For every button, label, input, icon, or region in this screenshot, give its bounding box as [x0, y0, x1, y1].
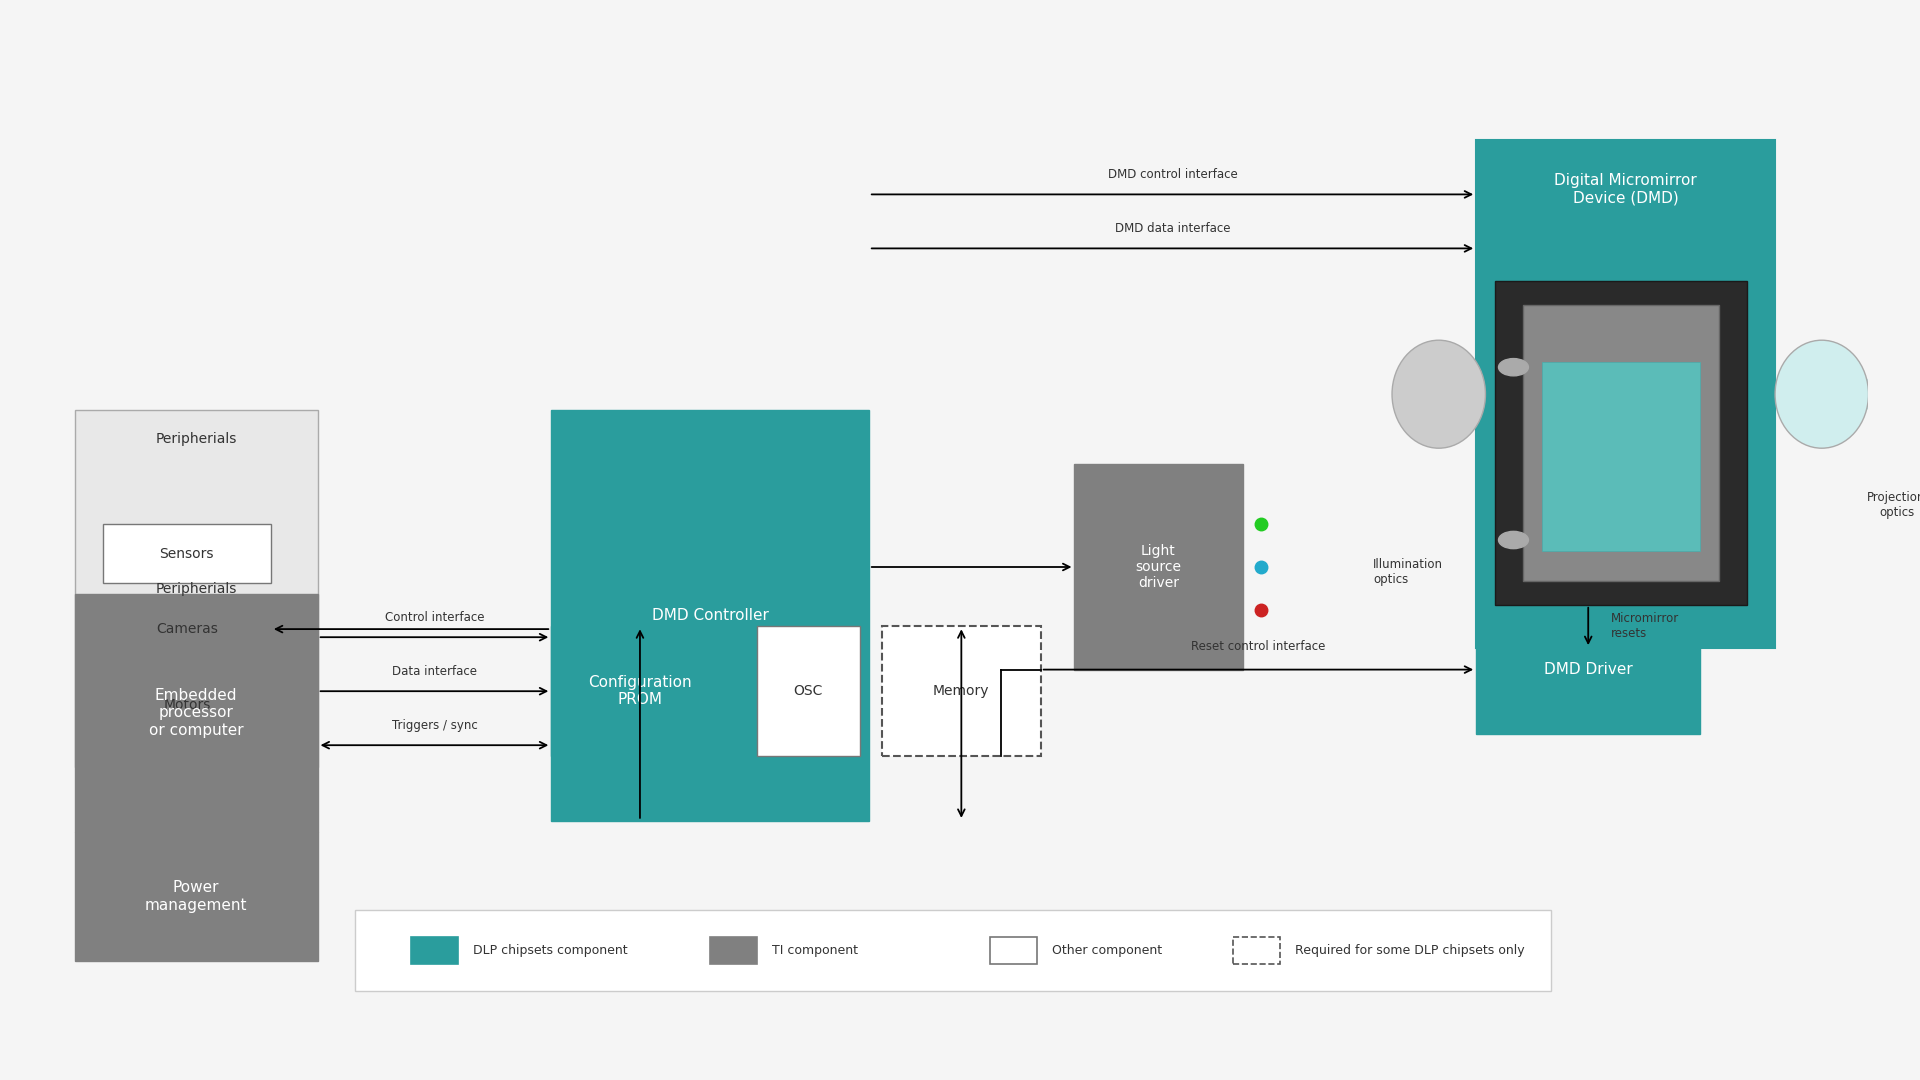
- FancyBboxPatch shape: [75, 832, 317, 961]
- FancyBboxPatch shape: [75, 594, 317, 832]
- Circle shape: [1498, 531, 1528, 549]
- FancyBboxPatch shape: [1496, 281, 1747, 605]
- Text: DMD Driver: DMD Driver: [1544, 662, 1632, 677]
- Text: Peripherials: Peripherials: [156, 582, 236, 595]
- Text: Embedded
processor
or computer: Embedded processor or computer: [150, 688, 244, 738]
- FancyBboxPatch shape: [1523, 305, 1718, 581]
- FancyBboxPatch shape: [355, 909, 1551, 991]
- FancyBboxPatch shape: [75, 410, 317, 767]
- FancyBboxPatch shape: [991, 936, 1037, 963]
- FancyBboxPatch shape: [1542, 362, 1701, 551]
- Text: Triggers / sync: Triggers / sync: [392, 719, 478, 732]
- Text: Micromirror
resets: Micromirror resets: [1611, 612, 1678, 640]
- Text: Light
source
driver: Light source driver: [1135, 544, 1181, 590]
- Text: DMD data interface: DMD data interface: [1116, 222, 1231, 235]
- Text: Motors: Motors: [163, 698, 211, 712]
- Text: Other component: Other component: [1052, 944, 1162, 957]
- FancyBboxPatch shape: [881, 626, 1041, 756]
- FancyBboxPatch shape: [104, 599, 271, 659]
- Text: Cameras: Cameras: [156, 622, 217, 636]
- Text: OSC: OSC: [793, 685, 824, 698]
- Text: Projection
optics: Projection optics: [1868, 491, 1920, 519]
- Ellipse shape: [1392, 340, 1486, 448]
- Text: Control interface: Control interface: [384, 611, 484, 624]
- FancyBboxPatch shape: [551, 626, 730, 756]
- Polygon shape: [1849, 319, 1920, 470]
- FancyBboxPatch shape: [104, 675, 271, 734]
- FancyBboxPatch shape: [1476, 605, 1701, 734]
- Circle shape: [1498, 359, 1528, 376]
- FancyBboxPatch shape: [710, 936, 756, 963]
- Text: Required for some DLP chipsets only: Required for some DLP chipsets only: [1294, 944, 1524, 957]
- Ellipse shape: [1776, 340, 1868, 448]
- Text: DMD Controller: DMD Controller: [651, 608, 768, 623]
- Text: Sensors: Sensors: [159, 546, 215, 561]
- Text: Digital Micromirror
Device (DMD): Digital Micromirror Device (DMD): [1553, 173, 1697, 205]
- FancyBboxPatch shape: [551, 410, 870, 821]
- Text: Illumination
optics: Illumination optics: [1373, 558, 1444, 586]
- FancyBboxPatch shape: [104, 524, 271, 583]
- Text: Data interface: Data interface: [392, 665, 476, 678]
- Text: Memory: Memory: [933, 685, 989, 698]
- FancyBboxPatch shape: [756, 626, 860, 756]
- FancyBboxPatch shape: [1233, 936, 1281, 963]
- FancyBboxPatch shape: [1075, 464, 1242, 670]
- Text: Configuration
PROM: Configuration PROM: [588, 675, 691, 707]
- Text: Reset control interface: Reset control interface: [1190, 640, 1325, 653]
- Text: Power
management: Power management: [144, 880, 248, 913]
- FancyBboxPatch shape: [411, 936, 457, 963]
- Text: DMD control interface: DMD control interface: [1108, 168, 1236, 181]
- Text: TI component: TI component: [772, 944, 858, 957]
- Text: Peripherials: Peripherials: [156, 432, 236, 446]
- Text: DLP chipsets component: DLP chipsets component: [472, 944, 628, 957]
- FancyBboxPatch shape: [1476, 140, 1776, 648]
